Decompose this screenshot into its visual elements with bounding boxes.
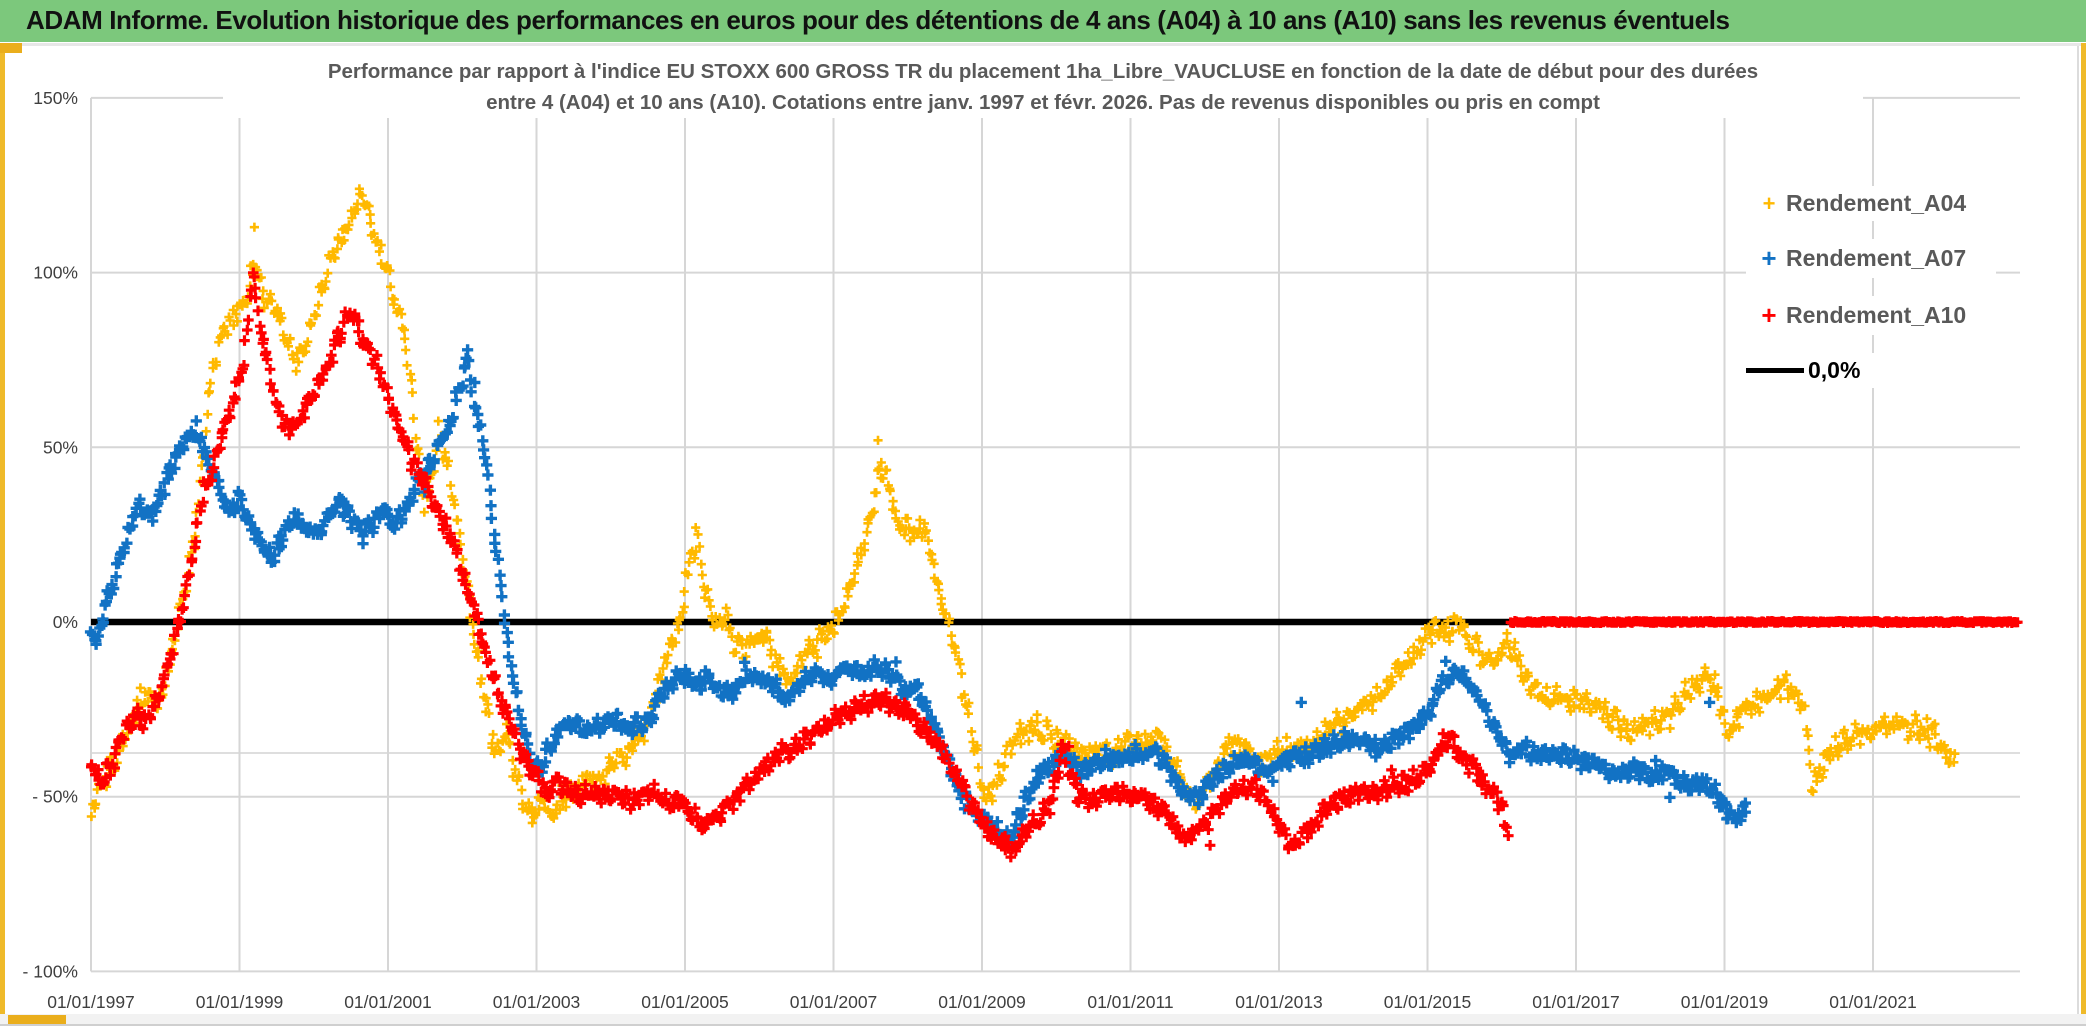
gold-right-border bbox=[2081, 43, 2086, 1024]
page-title: ADAM Informe. Evolution historique des p… bbox=[26, 5, 1730, 35]
legend-label: Rendement_A07 bbox=[1786, 245, 1967, 271]
chart-subtitle-line2: entre 4 (A04) et 10 ans (A10). Cotations… bbox=[486, 91, 1600, 114]
gold-corner-chip bbox=[0, 43, 22, 53]
y-tick-label: - 50% bbox=[32, 787, 78, 807]
legend-item-rendement-a07[interactable]: + Rendement_A07 bbox=[1746, 239, 1996, 278]
x-tick-label: 01/01/2021 bbox=[1829, 992, 1917, 1012]
x-tick-label: 01/01/1999 bbox=[196, 992, 284, 1012]
x-tick-label: 01/01/2017 bbox=[1532, 992, 1620, 1012]
x-tick-label: 01/01/2001 bbox=[344, 992, 432, 1012]
chart-subtitle-line1: Performance par rapport à l'indice EU ST… bbox=[327, 60, 1759, 83]
series-markers-rendement_a07 bbox=[84, 344, 1751, 850]
y-tick-label: 50% bbox=[43, 437, 78, 457]
chart-area-right-border bbox=[2077, 46, 2079, 1014]
red-zero-segment-markers bbox=[1505, 616, 2023, 628]
legend-item-rendement-a10[interactable]: + Rendement_A10 bbox=[1746, 296, 1996, 335]
plus-marker-icon-a07: + bbox=[1761, 243, 1777, 273]
bottom-band bbox=[0, 1014, 2086, 1026]
top-divider bbox=[0, 43, 2086, 46]
chart-legend: + Rendement_A04 + Rendement_A07 + Rendem… bbox=[1746, 186, 1996, 388]
x-tick-label: 01/01/2009 bbox=[938, 992, 1026, 1012]
black-line-swatch-icon bbox=[1746, 368, 1804, 373]
plus-marker-icon-a10: + bbox=[1761, 300, 1777, 330]
series-markers-rendement_a10 bbox=[86, 267, 1514, 863]
legend-item-zero-line[interactable]: 0,0% bbox=[1746, 353, 1996, 388]
y-tick-label: - 100% bbox=[23, 961, 78, 981]
plus-marker-icon-a04: + bbox=[1762, 190, 1776, 216]
x-tick-label: 01/01/2007 bbox=[790, 992, 878, 1012]
y-tick-label: 100% bbox=[33, 263, 78, 283]
legend-label: Rendement_A04 bbox=[1786, 190, 1967, 216]
legend-item-rendement-a04[interactable]: + Rendement_A04 bbox=[1746, 186, 1996, 221]
x-tick-label: 01/01/2015 bbox=[1384, 992, 1472, 1012]
legend-label: 0,0% bbox=[1808, 357, 1861, 383]
x-tick-label: 01/01/2011 bbox=[1087, 992, 1173, 1012]
x-tick-label: 01/01/2019 bbox=[1681, 992, 1769, 1012]
y-tick-label: 0% bbox=[53, 612, 78, 632]
y-tick-label: 150% bbox=[33, 88, 78, 108]
title-bar: ADAM Informe. Evolution historique des p… bbox=[0, 0, 2086, 42]
x-tick-label: 01/01/1997 bbox=[47, 992, 135, 1012]
gold-bottom-segment bbox=[8, 1015, 66, 1024]
x-tick-label: 01/01/2013 bbox=[1235, 992, 1323, 1012]
gold-left-border bbox=[0, 43, 5, 1024]
chart-subtitle: Performance par rapport à l'indice EU ST… bbox=[223, 56, 1863, 118]
x-tick-label: 01/01/2003 bbox=[493, 992, 581, 1012]
legend-label: Rendement_A10 bbox=[1786, 302, 1967, 328]
x-tick-label: 01/01/2005 bbox=[641, 992, 729, 1012]
series-markers-rendement_a04 bbox=[86, 184, 1960, 828]
